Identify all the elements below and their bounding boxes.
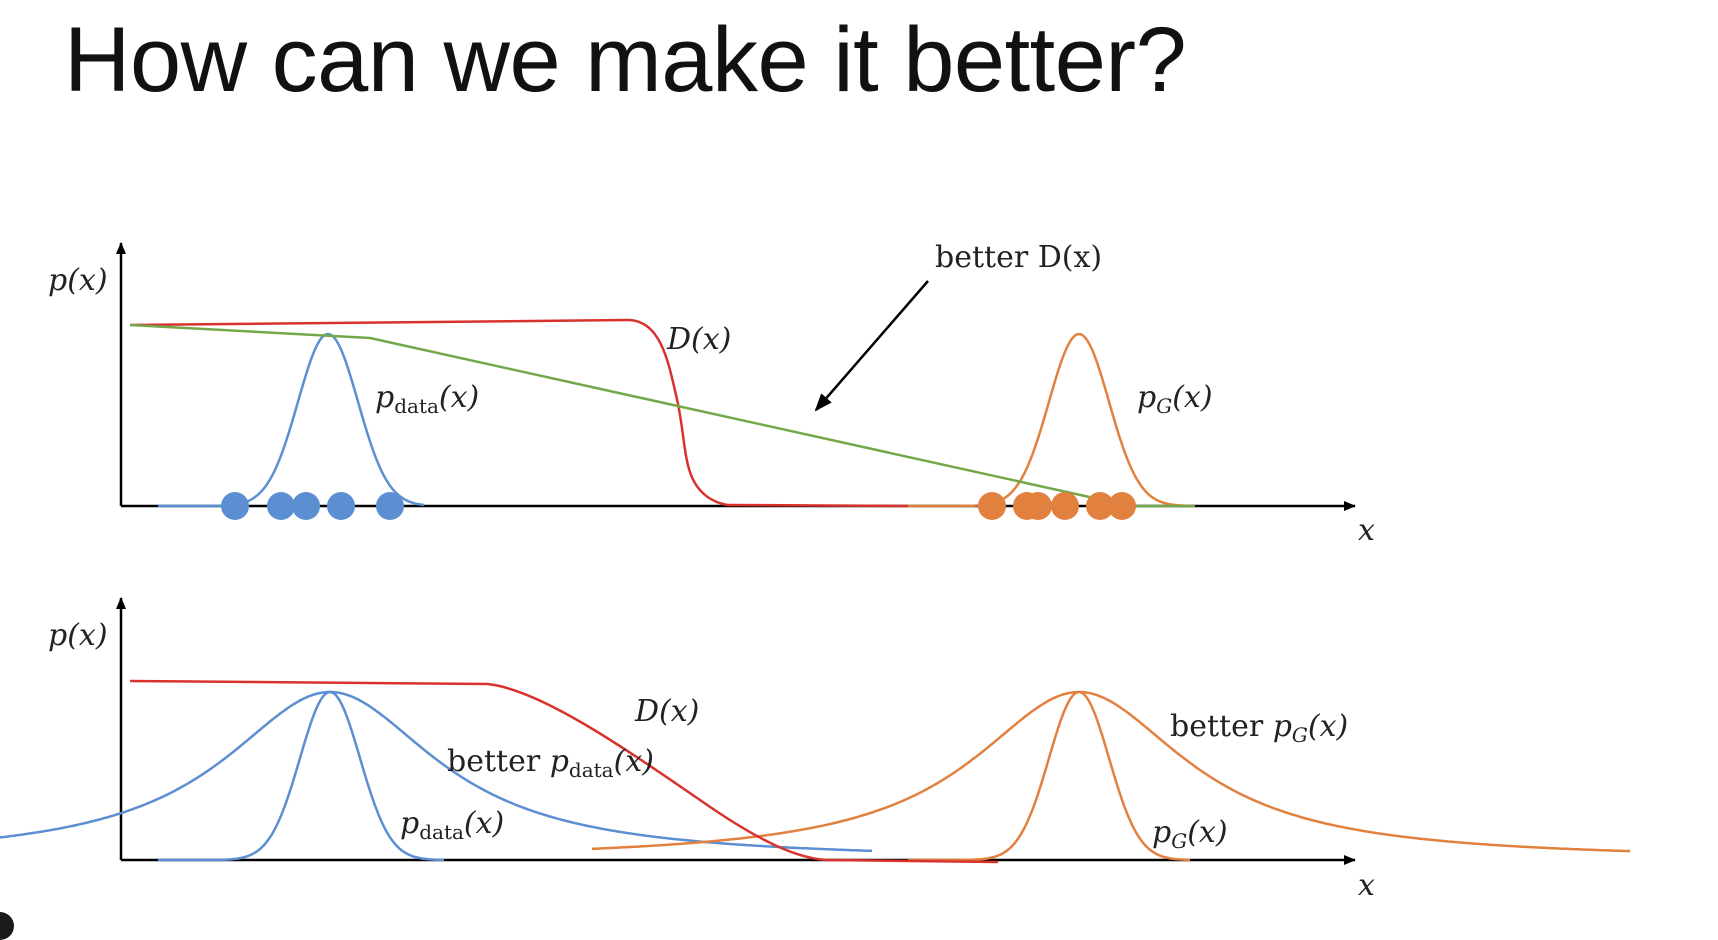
- top-better-discriminator-curve: [129, 323, 1195, 508]
- top-generator-distribution-curve: [908, 332, 1190, 508]
- generated-sample-1: [978, 492, 1006, 520]
- bottom-better-generator-distribution-curve: [591, 690, 1630, 853]
- generated-sample-3: [1024, 492, 1052, 520]
- real-sample-4: [327, 492, 355, 520]
- slide-title: How can we make it better?: [64, 9, 1187, 111]
- top-data-distribution-curve: [158, 332, 425, 508]
- bottom-data-distribution-curve: [158, 690, 445, 862]
- generated-samples-group: [978, 492, 1136, 520]
- bottom-better-generator-label: better pG(x): [1170, 709, 1348, 747]
- top-y-axis-label: p(x): [48, 263, 108, 298]
- top-x-axis-label: x: [1358, 513, 1375, 548]
- generated-sample-4: [1051, 492, 1079, 520]
- top-data-label: pdata(x): [375, 380, 479, 418]
- bottom-data-label: pdata(x): [400, 806, 504, 844]
- real-sample-5: [376, 492, 404, 520]
- real-samples-group: [221, 492, 404, 520]
- better-discriminator-arrow: [814, 280, 929, 412]
- top-discriminator-curve: [129, 318, 909, 508]
- bottom-generator-label: pG(x): [1152, 815, 1228, 853]
- real-sample-3: [292, 492, 320, 520]
- real-sample-1: [221, 492, 249, 520]
- bottom-panel: p(x) x D(x) better pdata(x) pdata(x) bet…: [0, 597, 1630, 903]
- real-sample-2: [267, 492, 295, 520]
- top-generator-label: pG(x): [1137, 380, 1213, 418]
- bottom-better-data-label: better pdata(x): [447, 744, 654, 782]
- top-discriminator-label: D(x): [666, 322, 731, 357]
- generated-sample-5: [1086, 492, 1114, 520]
- bottom-discriminator-label: D(x): [634, 694, 699, 729]
- generated-sample-6: [1108, 492, 1136, 520]
- bottom-y-axis-label: p(x): [48, 618, 108, 653]
- bottom-generator-distribution-curve: [908, 690, 1190, 862]
- top-panel: p(x) x D(x) better D(x) pdata(x) pG(x): [48, 240, 1375, 548]
- top-better-discriminator-label: better D(x): [935, 240, 1102, 275]
- bottom-discriminator-curve: [129, 679, 999, 864]
- bottom-x-axis-label: x: [1358, 868, 1375, 903]
- bottom-better-data-distribution-curve: [0, 690, 873, 853]
